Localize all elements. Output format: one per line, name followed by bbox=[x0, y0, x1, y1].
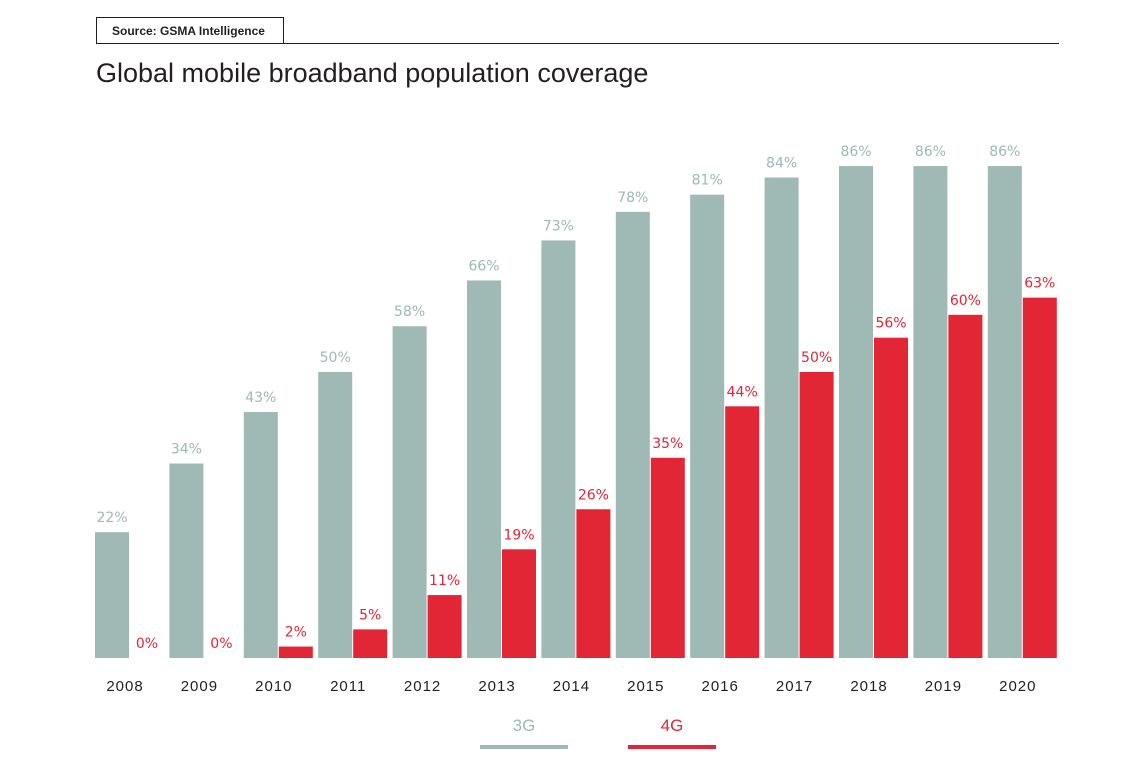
value-label-3g-2015: 78% bbox=[617, 190, 648, 206]
value-label-3g-2008: 22% bbox=[96, 510, 127, 526]
header-rule bbox=[283, 43, 1059, 44]
bar-3g-2015 bbox=[615, 211, 650, 658]
value-label-3g-2012: 58% bbox=[394, 304, 425, 320]
bar-3g-2019 bbox=[913, 166, 948, 658]
value-label-4g-2011: 5% bbox=[359, 607, 381, 623]
year-label-2010: 2010 bbox=[255, 678, 292, 695]
source-label: Source: GSMA Intelligence bbox=[96, 17, 284, 44]
year-label-2018: 2018 bbox=[850, 678, 887, 695]
value-label-4g-2018: 56% bbox=[875, 316, 906, 332]
value-label-3g-2009: 34% bbox=[171, 442, 202, 458]
legend-3g-label: 3G bbox=[512, 716, 536, 735]
bar-4g-2015 bbox=[650, 457, 685, 658]
year-label-2016: 2016 bbox=[702, 678, 739, 695]
bar-3g-2011 bbox=[318, 372, 353, 658]
bar-4g-2018 bbox=[874, 337, 908, 658]
bar-4g-2017 bbox=[799, 372, 834, 658]
value-label-4g-2013: 19% bbox=[503, 527, 534, 543]
value-label-4g-2010: 2% bbox=[285, 625, 307, 641]
value-label-3g-2014: 73% bbox=[543, 218, 574, 234]
value-label-4g-2014: 26% bbox=[578, 487, 609, 503]
value-label-3g-2018: 86% bbox=[840, 144, 871, 160]
year-label-2019: 2019 bbox=[925, 678, 962, 695]
year-label-2008: 2008 bbox=[106, 678, 143, 695]
bar-3g-2013 bbox=[467, 280, 501, 658]
value-label-3g-2019: 86% bbox=[915, 144, 946, 160]
year-label-2014: 2014 bbox=[553, 678, 590, 695]
bar-3g-2017 bbox=[764, 177, 799, 658]
value-label-4g-2016: 44% bbox=[727, 384, 758, 400]
bar-4g-2019 bbox=[948, 314, 983, 658]
value-label-4g-2020: 63% bbox=[1024, 276, 1055, 292]
value-label-4g-2012: 11% bbox=[429, 573, 460, 589]
legend-4g-label: 4G bbox=[660, 716, 684, 735]
year-label-2009: 2009 bbox=[181, 678, 218, 695]
bar-3g-2018 bbox=[839, 166, 873, 658]
bar-4g-2010 bbox=[278, 646, 313, 658]
bar-3g-2009 bbox=[169, 463, 204, 658]
bar-4g-2012 bbox=[427, 595, 462, 658]
chart-title: Global mobile broadband population cover… bbox=[96, 58, 649, 88]
year-label-2015: 2015 bbox=[627, 678, 664, 695]
value-label-4g-2009: 0% bbox=[210, 636, 232, 652]
bar-4g-2016 bbox=[725, 406, 760, 658]
bar-4g-2020 bbox=[1022, 297, 1057, 658]
value-label-4g-2015: 35% bbox=[652, 436, 683, 452]
legend-4g-swatch bbox=[628, 745, 716, 749]
bar-chart: 22% 0% 2008 34% 0% 2009 43% 2% 2010 50% 5% 2011 58% 1… bbox=[95, 144, 1057, 695]
bar-4g-2014 bbox=[576, 509, 611, 658]
value-label-3g-2011: 50% bbox=[320, 350, 351, 366]
legend-3g-swatch bbox=[480, 745, 568, 749]
year-label-2011: 2011 bbox=[330, 678, 366, 695]
bar-3g-2008 bbox=[95, 532, 129, 658]
value-label-3g-2017: 84% bbox=[766, 156, 797, 172]
year-label-2012: 2012 bbox=[404, 678, 441, 695]
bar-4g-2011 bbox=[353, 629, 388, 658]
value-label-4g-2008: 0% bbox=[136, 636, 158, 652]
bar-3g-2014 bbox=[541, 240, 576, 658]
bar-3g-2020 bbox=[987, 166, 1022, 658]
year-label-2017: 2017 bbox=[776, 678, 813, 695]
value-label-3g-2010: 43% bbox=[245, 390, 276, 406]
value-label-3g-2013: 66% bbox=[468, 258, 499, 274]
year-label-2013: 2013 bbox=[478, 678, 515, 695]
value-label-4g-2017: 50% bbox=[801, 350, 832, 366]
bar-3g-2010 bbox=[243, 412, 278, 658]
value-label-3g-2016: 81% bbox=[692, 173, 723, 189]
year-label-2020: 2020 bbox=[999, 678, 1036, 695]
bar-3g-2016 bbox=[690, 194, 725, 658]
bar-4g-2013 bbox=[502, 549, 536, 658]
value-label-3g-2020: 86% bbox=[989, 144, 1020, 160]
value-label-4g-2019: 60% bbox=[950, 293, 981, 309]
bar-3g-2012 bbox=[392, 326, 427, 658]
